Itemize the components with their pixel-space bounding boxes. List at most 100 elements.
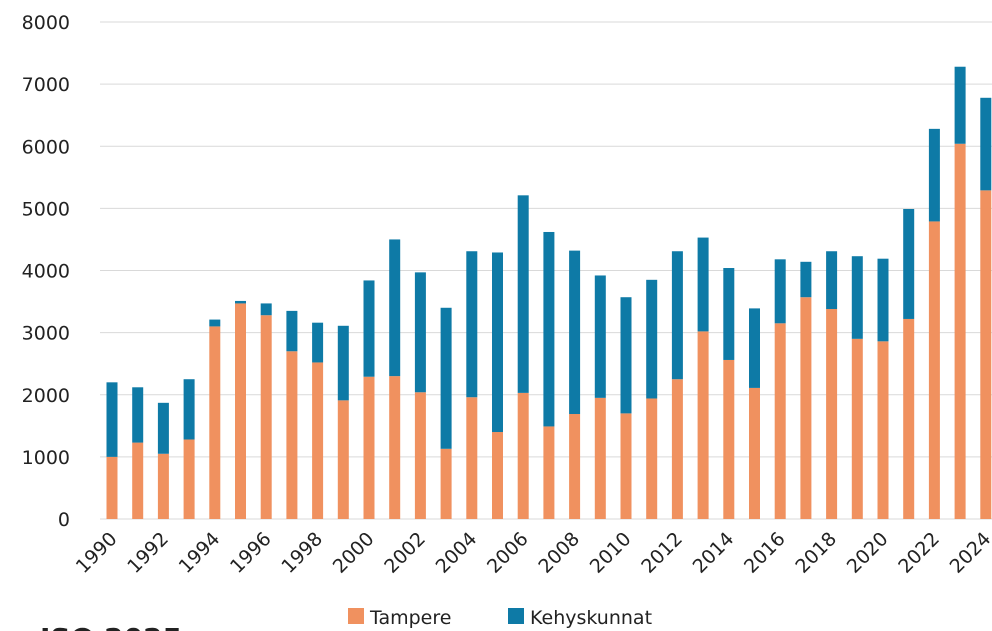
bar-segment [157,402,169,454]
bar-segment [800,261,812,298]
bar-segment [877,341,889,519]
bar-segment [260,303,272,316]
bar-segment [517,195,529,393]
bar-segment [492,252,503,433]
bar-segment [594,275,606,398]
bar-segment [312,362,324,519]
bar-segment [106,382,118,457]
bar-segment [157,453,169,519]
bar-segment [235,300,246,304]
x-tick-label: 2004 [432,528,482,578]
bar-segment [132,442,144,519]
bar-segment [749,308,760,388]
bar-segment [800,297,812,519]
bar-segment [928,128,940,222]
bar-segment [389,239,401,377]
y-tick-label: 7000 [22,74,70,96]
y-tick-label: 8000 [22,12,70,34]
bar-segment [723,268,735,360]
bar-segment [440,307,452,449]
bar-segment [826,251,838,310]
x-tick-label: 2010 [586,528,636,578]
bar-segment [337,325,349,401]
bar-segment [903,208,915,319]
x-tick-label: 2018 [791,528,841,578]
x-tick-label: 1998 [277,528,327,578]
bar-segment [106,456,118,519]
bar-segment [980,190,992,519]
bar-segment [183,379,195,440]
x-tick-label: 2016 [740,528,790,578]
bar-segment [646,398,658,519]
bar-segment [389,376,401,519]
bar-segment [209,319,221,327]
legend-swatch [348,608,364,624]
bar-segment [697,331,709,519]
x-tick-label: 1990 [72,528,122,578]
source-note: ISO 2025 [40,622,182,631]
bar-segment [517,392,529,519]
bar-segment [903,318,915,519]
x-tick-label: 2000 [329,528,379,578]
bar-segment [928,221,940,519]
bar-segment [286,310,298,352]
bar-segment [671,251,683,380]
bar-segment [851,256,863,339]
bar-segment [363,280,375,377]
x-tick-label: 2002 [380,528,430,578]
bar-segment [646,279,658,399]
bar-segment [954,66,966,144]
legend-label: Kehyskunnat [530,607,652,629]
x-tick-label: 1996 [226,528,276,578]
bar-segment [312,322,324,363]
bar-segment [569,250,581,415]
bar-segment [466,251,478,398]
bar-segment [851,338,863,519]
bar-segment [620,413,632,519]
y-tick-label: 2000 [22,385,70,407]
x-tick-label: 2012 [637,528,687,578]
bar-segment [954,143,966,519]
bar-segment [543,231,555,427]
legend-swatch [508,608,524,624]
bar-segment [132,387,144,443]
bar-segment [363,376,375,519]
y-tick-label: 0 [58,509,70,531]
bar-segment [209,326,221,519]
bar-segment [697,237,709,332]
bar-segment [543,426,555,519]
x-tick-label: 2006 [483,528,533,578]
bar-segment [466,397,478,519]
bar-segment [877,258,889,342]
bar-segment [440,448,452,519]
x-tick-label: 1994 [175,528,225,578]
x-tick-label: 2008 [534,528,584,578]
bar-segment [235,303,246,519]
bar-segment [286,351,298,519]
x-tick-label: 2014 [689,528,739,578]
y-tick-label: 1000 [22,447,70,469]
bar-segment [723,359,735,519]
bar-segment [749,387,760,519]
bar-segment [260,315,272,519]
bar-segment [774,259,786,324]
y-tick-label: 4000 [22,261,70,283]
bar-segment [826,309,838,519]
bar-segment [774,323,786,519]
legend-label: Tampere [369,607,451,629]
bar-segment [671,379,683,519]
y-tick-label: 5000 [22,198,70,220]
y-tick-label: 3000 [22,323,70,345]
x-tick-label: 2024 [946,528,992,578]
x-tick-label: 2022 [894,528,944,578]
bar-segment [594,397,606,519]
bar-segment [414,392,426,519]
y-tick-label: 6000 [22,136,70,158]
x-tick-label: 2020 [843,528,893,578]
bar-segment [620,297,632,414]
bar-segment [980,97,992,191]
bar-segment [183,439,195,519]
x-tick-label: 1992 [123,528,173,578]
bar-segment [569,414,581,519]
